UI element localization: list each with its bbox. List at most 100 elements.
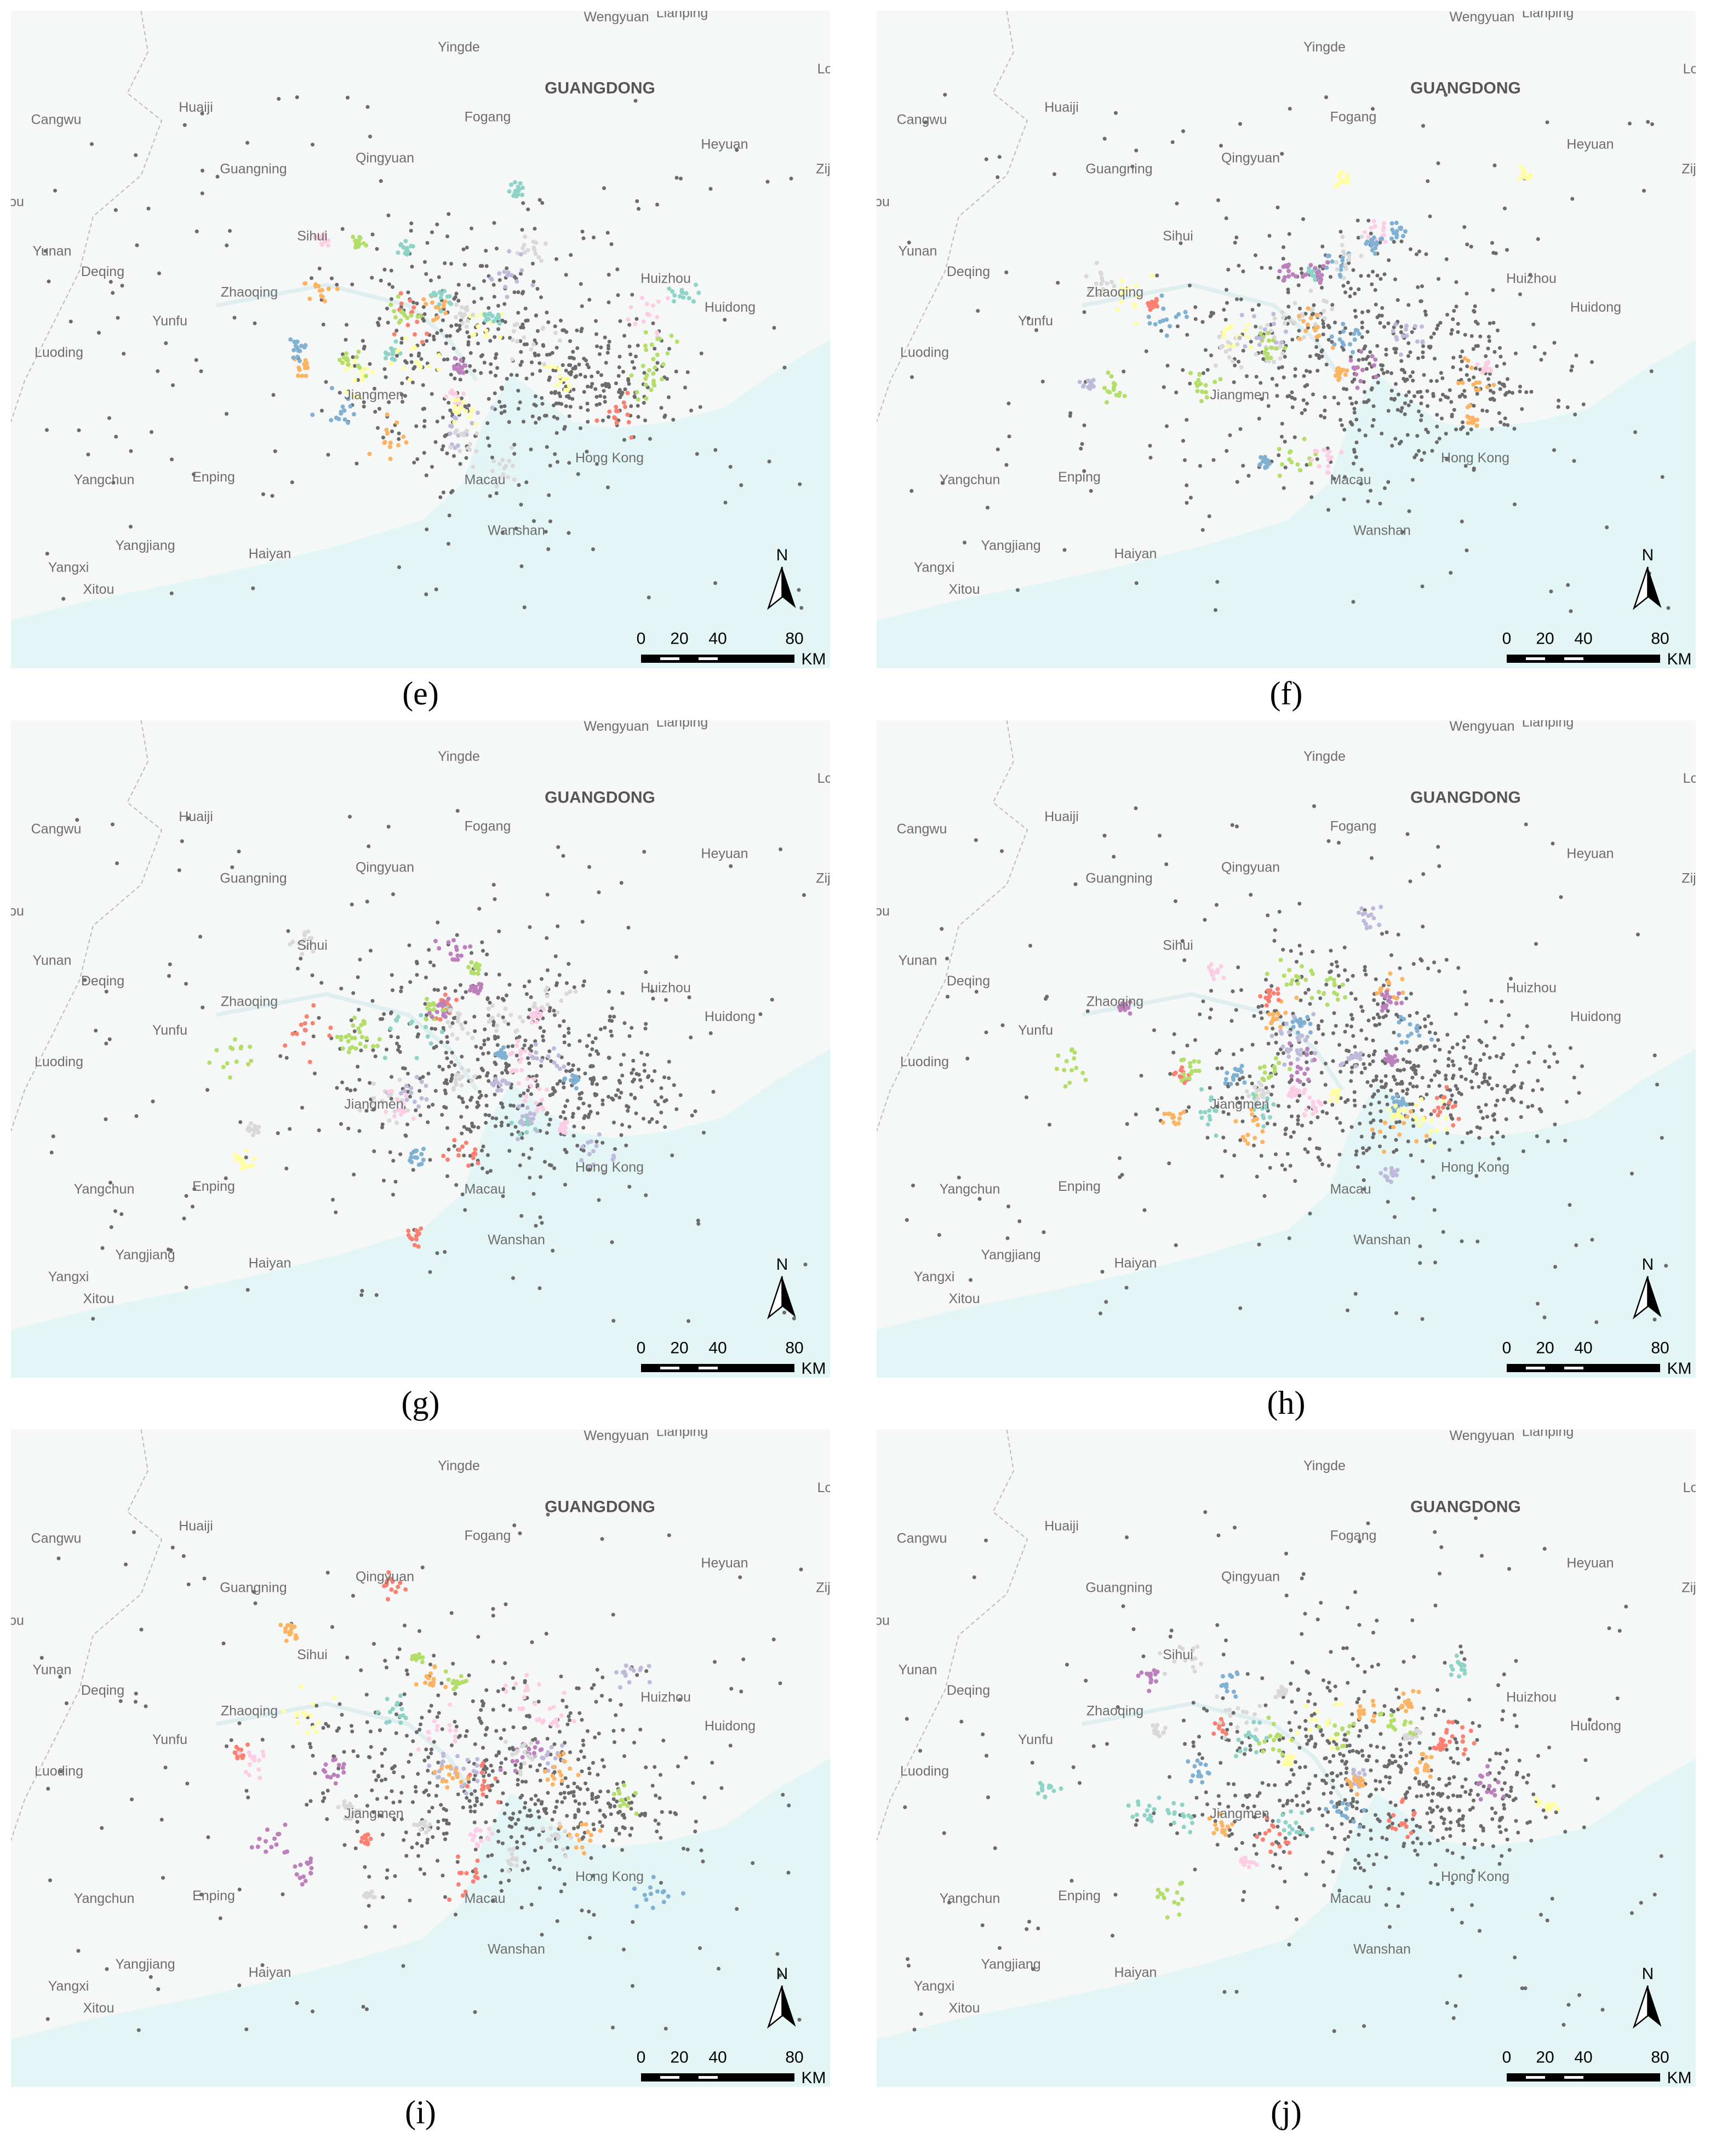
cluster-point (412, 1099, 417, 1104)
point (548, 1093, 552, 1097)
point (1062, 548, 1067, 552)
cluster-point (405, 323, 410, 328)
cluster-point (408, 1236, 413, 1240)
point (1530, 1104, 1535, 1108)
point (1570, 197, 1575, 201)
point (435, 1251, 439, 1255)
cluster-point (1334, 260, 1339, 265)
point (516, 1817, 520, 1822)
point (1393, 277, 1397, 282)
cluster-point (392, 358, 397, 362)
cluster-point (1397, 1132, 1402, 1137)
point (1215, 1104, 1220, 1109)
cluster-point (1475, 362, 1480, 367)
point (1276, 1052, 1280, 1056)
point (238, 1120, 243, 1124)
point (1494, 1103, 1498, 1108)
point (1408, 350, 1412, 354)
cluster-point (649, 342, 654, 347)
point (630, 1071, 634, 1075)
place-label: Yingde (1303, 749, 1346, 764)
point (1427, 345, 1431, 349)
cluster-point (402, 1088, 407, 1093)
cluster-point (339, 1035, 344, 1039)
point (1299, 998, 1303, 1002)
point (1437, 969, 1442, 973)
province-border (11, 1430, 163, 1841)
place-label: Yunfu (1018, 1023, 1053, 1038)
cluster-point (1180, 1065, 1185, 1070)
point (1420, 395, 1424, 399)
point (271, 393, 276, 397)
cluster-point (1391, 1125, 1396, 1129)
point (1006, 1205, 1010, 1208)
point (729, 864, 733, 868)
cluster-point (242, 1162, 247, 1167)
point (1421, 355, 1425, 359)
point (603, 400, 607, 404)
cluster-point (397, 320, 402, 325)
cluster-point (377, 1037, 382, 1042)
point (536, 329, 540, 333)
point (1360, 320, 1364, 325)
point (1506, 1088, 1510, 1092)
place-label: GUANGDONG (545, 788, 655, 806)
point (182, 123, 187, 127)
point (1289, 949, 1293, 953)
cluster-point (396, 1108, 401, 1113)
point (427, 1809, 431, 1814)
place-label: Luoding (35, 345, 83, 360)
cluster-point (301, 1041, 306, 1046)
point (1073, 882, 1078, 886)
place-label: Xitou (83, 1291, 115, 1306)
point (1381, 1001, 1386, 1005)
point (579, 426, 582, 431)
point (277, 96, 281, 101)
point (156, 369, 160, 373)
point (450, 1076, 454, 1081)
cluster-point (1253, 1099, 1258, 1104)
point (562, 1034, 567, 1038)
cluster-point (657, 336, 662, 341)
point (1209, 1007, 1213, 1012)
point (1415, 1085, 1419, 1088)
place-label: Cangwu (897, 822, 947, 837)
cluster-point (1265, 355, 1269, 360)
place-label: Wengyuan (584, 9, 649, 25)
point (1441, 1230, 1445, 1234)
cluster-point (433, 939, 438, 943)
point (1630, 1172, 1634, 1176)
point (514, 526, 518, 531)
point (1411, 370, 1415, 374)
point (1557, 398, 1561, 403)
point (1125, 1122, 1129, 1126)
point (364, 1693, 369, 1697)
cluster-point (516, 1137, 520, 1142)
cluster-point (1062, 1068, 1067, 1073)
cluster-point (545, 1087, 550, 1092)
point (1424, 1139, 1428, 1143)
point (1346, 280, 1350, 285)
point (589, 385, 593, 389)
point (1232, 1154, 1237, 1157)
point (491, 882, 496, 887)
point (595, 344, 599, 348)
point (1249, 340, 1253, 344)
cluster-point (1466, 420, 1471, 425)
scale-label: 20 (670, 629, 688, 647)
cluster-point (474, 449, 479, 454)
point (1411, 478, 1415, 482)
cluster-point (1239, 365, 1244, 370)
point (1306, 988, 1311, 992)
cluster-point (352, 359, 357, 363)
point (986, 506, 989, 510)
cluster-point (1308, 288, 1313, 293)
cluster-point (645, 312, 650, 317)
point (320, 409, 324, 413)
cluster-point (387, 445, 392, 449)
point (1492, 350, 1497, 354)
cluster-point (1296, 1090, 1301, 1094)
point (622, 1053, 626, 1057)
point (1628, 121, 1632, 125)
point (659, 1095, 663, 1099)
